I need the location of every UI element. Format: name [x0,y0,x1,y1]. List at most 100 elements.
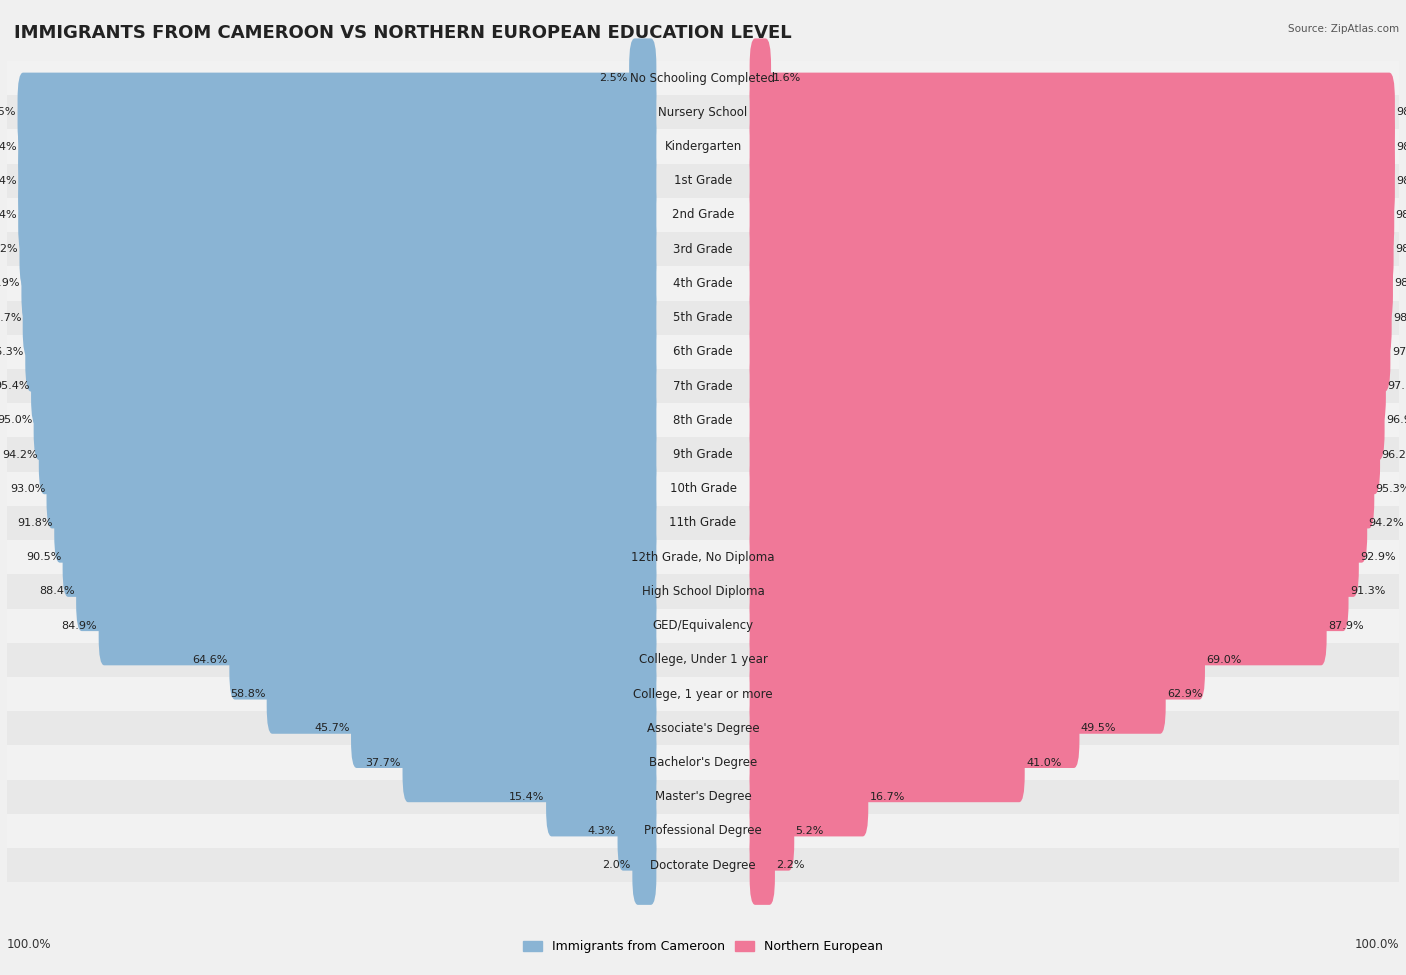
FancyBboxPatch shape [7,404,1399,438]
FancyBboxPatch shape [98,586,657,665]
Text: 9th Grade: 9th Grade [673,448,733,461]
Text: 97.4%: 97.4% [0,141,17,151]
Text: 2nd Grade: 2nd Grade [672,209,734,221]
Text: Master's Degree: Master's Degree [655,790,751,803]
FancyBboxPatch shape [7,438,1399,472]
Text: 69.0%: 69.0% [1206,655,1241,665]
FancyBboxPatch shape [749,586,1327,665]
Text: Source: ZipAtlas.com: Source: ZipAtlas.com [1288,24,1399,34]
FancyBboxPatch shape [749,38,770,118]
FancyBboxPatch shape [7,608,1399,643]
FancyBboxPatch shape [18,107,657,186]
Text: 98.5%: 98.5% [1396,176,1406,186]
Text: 91.8%: 91.8% [17,518,53,528]
FancyBboxPatch shape [749,826,775,905]
FancyBboxPatch shape [7,369,1399,404]
Text: 97.4%: 97.4% [0,210,17,220]
Text: Professional Degree: Professional Degree [644,825,762,838]
Text: 97.1%: 97.1% [1388,381,1406,391]
FancyBboxPatch shape [46,449,657,528]
FancyBboxPatch shape [749,518,1358,597]
Text: 98.3%: 98.3% [1395,244,1406,254]
Text: 100.0%: 100.0% [1354,938,1399,951]
Text: 97.2%: 97.2% [0,244,18,254]
Text: 10th Grade: 10th Grade [669,483,737,495]
Text: 11th Grade: 11th Grade [669,517,737,529]
FancyBboxPatch shape [749,141,1395,220]
FancyBboxPatch shape [17,72,657,152]
FancyBboxPatch shape [749,484,1367,563]
Legend: Immigrants from Cameroon, Northern European: Immigrants from Cameroon, Northern Europ… [519,935,887,958]
FancyBboxPatch shape [7,472,1399,506]
Text: 5.2%: 5.2% [796,826,824,836]
FancyBboxPatch shape [18,141,657,220]
Text: 96.3%: 96.3% [0,347,24,357]
Text: 87.9%: 87.9% [1329,621,1364,631]
FancyBboxPatch shape [63,518,657,597]
Text: 8th Grade: 8th Grade [673,413,733,427]
FancyBboxPatch shape [749,722,1025,802]
FancyBboxPatch shape [749,244,1393,323]
Text: 3rd Grade: 3rd Grade [673,243,733,255]
Text: 96.2%: 96.2% [1382,449,1406,459]
Text: 97.5%: 97.5% [0,107,15,117]
Text: 97.8%: 97.8% [1392,347,1406,357]
FancyBboxPatch shape [39,414,657,494]
FancyBboxPatch shape [7,266,1399,300]
Text: GED/Equivalency: GED/Equivalency [652,619,754,632]
FancyBboxPatch shape [7,780,1399,814]
Text: 98.5%: 98.5% [1396,141,1406,151]
Text: 84.9%: 84.9% [62,621,97,631]
FancyBboxPatch shape [749,757,869,837]
FancyBboxPatch shape [402,722,657,802]
Text: 95.4%: 95.4% [0,381,30,391]
Text: 16.7%: 16.7% [870,792,905,801]
Text: Nursery School: Nursery School [658,106,748,119]
Text: 5th Grade: 5th Grade [673,311,733,324]
FancyBboxPatch shape [749,792,794,871]
FancyBboxPatch shape [7,198,1399,232]
FancyBboxPatch shape [7,300,1399,334]
Text: 95.3%: 95.3% [1375,484,1406,493]
FancyBboxPatch shape [633,826,657,905]
Text: College, Under 1 year: College, Under 1 year [638,653,768,666]
Text: 2.0%: 2.0% [603,860,631,870]
FancyBboxPatch shape [749,346,1386,426]
FancyBboxPatch shape [749,620,1205,699]
Text: 4th Grade: 4th Grade [673,277,733,290]
Text: 98.2%: 98.2% [1395,279,1406,289]
Text: 91.3%: 91.3% [1350,586,1385,597]
Text: 94.2%: 94.2% [1368,518,1405,528]
FancyBboxPatch shape [628,38,657,118]
Text: Bachelor's Degree: Bachelor's Degree [650,756,756,769]
FancyBboxPatch shape [7,643,1399,677]
Text: 12th Grade, No Diploma: 12th Grade, No Diploma [631,551,775,564]
Text: 96.9%: 96.9% [0,279,20,289]
Text: Associate's Degree: Associate's Degree [647,722,759,735]
Text: Kindergarten: Kindergarten [665,140,741,153]
Text: 100.0%: 100.0% [7,938,52,951]
FancyBboxPatch shape [7,164,1399,198]
FancyBboxPatch shape [7,677,1399,711]
FancyBboxPatch shape [76,552,657,631]
Text: 2.5%: 2.5% [599,73,627,83]
Text: IMMIGRANTS FROM CAMEROON VS NORTHERN EUROPEAN EDUCATION LEVEL: IMMIGRANTS FROM CAMEROON VS NORTHERN EUR… [14,24,792,42]
Text: 15.4%: 15.4% [509,792,544,801]
Text: 49.5%: 49.5% [1081,723,1116,733]
FancyBboxPatch shape [749,414,1381,494]
Text: 96.7%: 96.7% [0,313,21,323]
FancyBboxPatch shape [7,130,1399,164]
FancyBboxPatch shape [749,176,1395,254]
Text: 93.0%: 93.0% [10,484,45,493]
FancyBboxPatch shape [21,244,657,323]
Text: 45.7%: 45.7% [314,723,350,733]
Text: 6th Grade: 6th Grade [673,345,733,359]
Text: 98.4%: 98.4% [1396,210,1406,220]
FancyBboxPatch shape [749,72,1395,152]
FancyBboxPatch shape [7,96,1399,130]
FancyBboxPatch shape [749,278,1392,357]
Text: 62.9%: 62.9% [1167,689,1202,699]
Text: 58.8%: 58.8% [229,689,266,699]
Text: 41.0%: 41.0% [1026,758,1062,767]
FancyBboxPatch shape [18,176,657,254]
